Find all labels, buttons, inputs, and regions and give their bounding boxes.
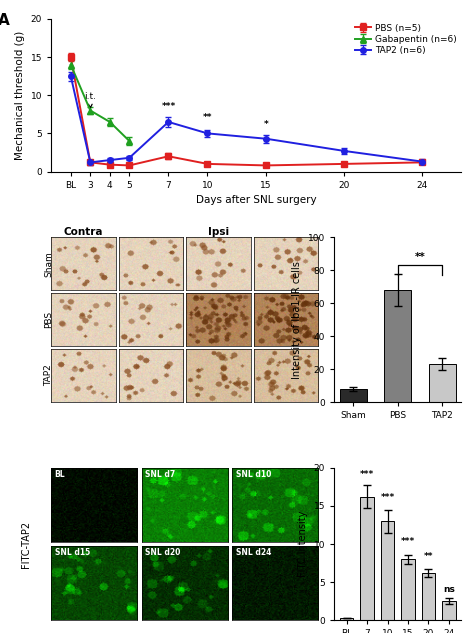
- Legend: PBS (n=5), Gabapentin (n=6), TAP2 (n=6): PBS (n=5), Gabapentin (n=6), TAP2 (n=6): [355, 23, 457, 55]
- Y-axis label: Intensity of Iba1-IR cells: Intensity of Iba1-IR cells: [292, 261, 302, 379]
- Bar: [429, 364, 456, 402]
- Text: **: **: [415, 252, 425, 262]
- Y-axis label: FITC Intensity: FITC Intensity: [298, 511, 308, 577]
- Text: **: **: [203, 113, 212, 122]
- Bar: [384, 290, 411, 402]
- Text: ns: ns: [443, 586, 455, 594]
- Text: SNL d20: SNL d20: [145, 548, 180, 557]
- Y-axis label: PBS: PBS: [44, 311, 53, 329]
- Bar: [340, 389, 367, 402]
- Title: Contra: Contra: [64, 227, 103, 237]
- Bar: [381, 521, 394, 620]
- Text: **: **: [424, 552, 433, 561]
- Bar: [442, 601, 456, 620]
- Title: Ipsi: Ipsi: [208, 227, 229, 237]
- Text: FITC-TAP2: FITC-TAP2: [21, 520, 31, 568]
- Text: i.t.: i.t.: [84, 92, 96, 108]
- Text: ***: ***: [401, 537, 415, 546]
- Y-axis label: Mechanical threshold (g): Mechanical threshold (g): [15, 30, 25, 160]
- Bar: [340, 618, 353, 620]
- Text: SNL d24: SNL d24: [236, 548, 271, 557]
- Text: ***: ***: [161, 101, 176, 111]
- Text: A: A: [0, 13, 10, 28]
- Text: ***: ***: [380, 493, 395, 502]
- Text: SNL d7: SNL d7: [145, 470, 175, 479]
- Text: ***: ***: [360, 470, 374, 479]
- Text: *: *: [264, 120, 268, 128]
- Y-axis label: Sham: Sham: [44, 251, 53, 277]
- Text: SNL d15: SNL d15: [55, 548, 90, 557]
- Text: BL: BL: [55, 470, 65, 479]
- Y-axis label: TAP2: TAP2: [44, 365, 53, 386]
- X-axis label: Days after SNL surgery: Days after SNL surgery: [196, 195, 316, 205]
- Bar: [360, 497, 374, 620]
- Bar: [422, 573, 435, 620]
- Text: SNL d10: SNL d10: [236, 470, 271, 479]
- Bar: [401, 560, 415, 620]
